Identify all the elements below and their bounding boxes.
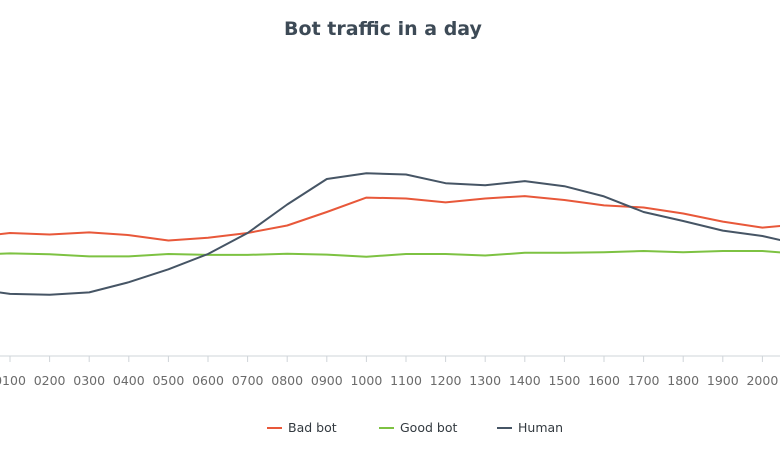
- legend: Bad bot Good bot Human: [267, 420, 563, 435]
- x-tick-label: 0500: [152, 373, 184, 388]
- series-line-bad-bot: [0, 195, 780, 242]
- chart-title: Bot traffic in a day: [284, 18, 483, 40]
- legend-label[interactable]: Human: [518, 420, 563, 435]
- x-tick-label: 0600: [192, 373, 224, 388]
- x-tick-label: 1600: [588, 373, 620, 388]
- series-lines: [0, 172, 780, 296]
- x-tick-label: 0200: [34, 373, 66, 388]
- legend-label[interactable]: Bad bot: [288, 420, 337, 435]
- x-tick-label: 1800: [667, 373, 699, 388]
- x-tick-label: 0400: [113, 373, 145, 388]
- x-tick-label: 1500: [548, 373, 580, 388]
- x-tick-label: 1000: [350, 373, 382, 388]
- series-line-human: [0, 172, 780, 296]
- x-tick-label: 1100: [390, 373, 422, 388]
- series-line-good-bot: [0, 250, 780, 258]
- x-tick-label: 0700: [232, 373, 264, 388]
- x-tick-label: 1900: [707, 373, 739, 388]
- x-tick-label: 2000: [746, 373, 778, 388]
- x-tick-label: 0800: [271, 373, 303, 388]
- x-tick-label: 1200: [430, 373, 462, 388]
- legend-label[interactable]: Good bot: [400, 420, 457, 435]
- x-tick-label: 0900: [311, 373, 343, 388]
- x-tick-label: 0300: [73, 373, 105, 388]
- x-tick-label: 1300: [469, 373, 501, 388]
- x-tick-label: 1400: [509, 373, 541, 388]
- x-tick-label: 1700: [628, 373, 660, 388]
- x-axis-ticks: [9, 356, 763, 362]
